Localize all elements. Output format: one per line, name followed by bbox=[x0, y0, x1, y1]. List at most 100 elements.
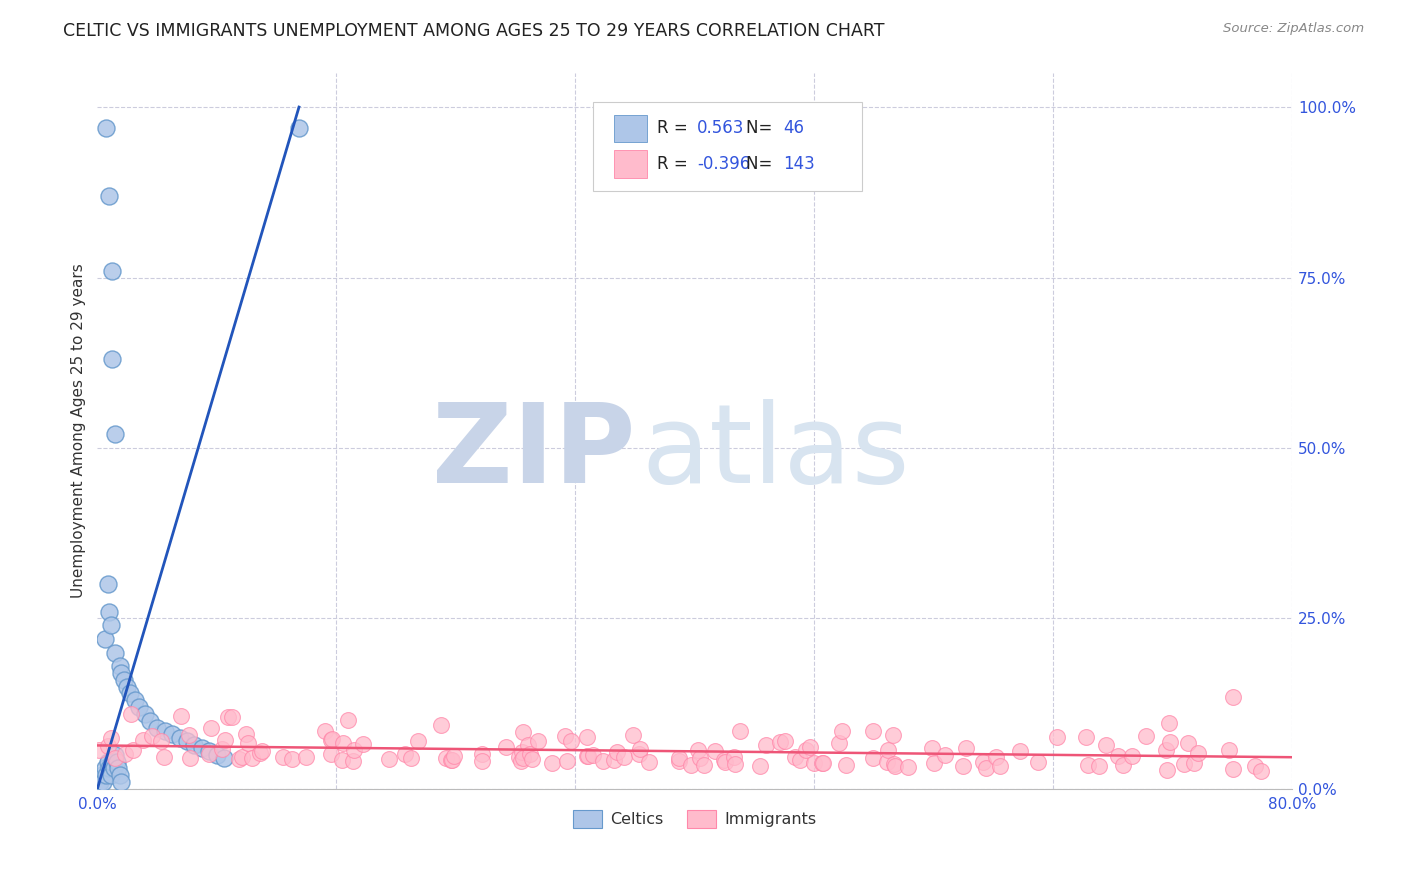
Text: N=: N= bbox=[747, 120, 778, 137]
Point bbox=[828, 735, 851, 749]
Point bbox=[104, 427, 127, 442]
Point bbox=[592, 754, 614, 768]
Text: Source: ZipAtlas.com: Source: ZipAtlas.com bbox=[1223, 22, 1364, 36]
Point bbox=[337, 713, 360, 727]
Point bbox=[582, 748, 605, 763]
Point bbox=[755, 738, 778, 752]
Point bbox=[228, 752, 250, 766]
Point bbox=[668, 754, 690, 768]
Point bbox=[1182, 756, 1205, 770]
Point bbox=[217, 710, 239, 724]
Point bbox=[638, 755, 661, 769]
Point bbox=[90, 768, 112, 782]
Point bbox=[495, 740, 517, 755]
Point bbox=[211, 741, 233, 756]
Point bbox=[519, 747, 541, 761]
Point bbox=[882, 728, 904, 742]
Point bbox=[560, 734, 582, 748]
Point bbox=[87, 775, 110, 789]
Point bbox=[179, 751, 201, 765]
Point bbox=[120, 686, 142, 700]
Point bbox=[105, 755, 128, 769]
Point bbox=[803, 756, 825, 770]
Point bbox=[831, 723, 853, 738]
Point bbox=[101, 263, 124, 277]
Point bbox=[434, 751, 457, 765]
Point bbox=[510, 745, 533, 759]
Point bbox=[785, 750, 807, 764]
Point bbox=[120, 706, 142, 721]
Point bbox=[811, 756, 834, 770]
Point bbox=[1218, 742, 1240, 756]
Point bbox=[512, 724, 534, 739]
Point bbox=[613, 749, 636, 764]
Point bbox=[508, 750, 530, 764]
Point bbox=[330, 753, 353, 767]
Point bbox=[152, 750, 174, 764]
Point bbox=[1121, 749, 1143, 764]
Point bbox=[955, 741, 977, 756]
Point bbox=[169, 731, 191, 745]
Point bbox=[883, 756, 905, 771]
Point bbox=[205, 747, 228, 762]
Point bbox=[606, 745, 628, 759]
Point bbox=[100, 768, 122, 782]
Point bbox=[138, 714, 160, 728]
Point bbox=[693, 757, 716, 772]
Point bbox=[110, 775, 132, 789]
Point bbox=[96, 768, 118, 782]
Point bbox=[1159, 735, 1181, 749]
Point bbox=[112, 673, 135, 687]
Point bbox=[100, 731, 122, 745]
Point bbox=[703, 744, 725, 758]
Point bbox=[728, 723, 751, 738]
Point bbox=[952, 758, 974, 772]
Point bbox=[124, 693, 146, 707]
Text: N=: N= bbox=[747, 155, 778, 173]
Point bbox=[688, 743, 710, 757]
Point bbox=[512, 751, 534, 765]
Point bbox=[921, 740, 943, 755]
Point bbox=[97, 577, 120, 591]
Text: -0.396: -0.396 bbox=[697, 155, 751, 173]
Point bbox=[160, 727, 183, 741]
Point bbox=[240, 750, 263, 764]
Point bbox=[249, 746, 271, 760]
Point bbox=[794, 742, 817, 756]
Point bbox=[628, 747, 651, 762]
Point bbox=[235, 726, 257, 740]
Point bbox=[115, 680, 138, 694]
FancyBboxPatch shape bbox=[593, 102, 862, 191]
Point bbox=[214, 733, 236, 747]
Text: CELTIC VS IMMIGRANTS UNEMPLOYMENT AMONG AGES 25 TO 29 YEARS CORRELATION CHART: CELTIC VS IMMIGRANTS UNEMPLOYMENT AMONG … bbox=[63, 22, 884, 40]
Point bbox=[281, 752, 304, 766]
Point bbox=[1222, 763, 1244, 777]
Point bbox=[723, 749, 745, 764]
Point bbox=[984, 750, 1007, 764]
Point bbox=[789, 753, 811, 767]
Point bbox=[555, 754, 578, 768]
Point bbox=[98, 188, 121, 202]
Point bbox=[332, 736, 354, 750]
Point bbox=[377, 752, 399, 766]
Point bbox=[974, 761, 997, 775]
Point bbox=[897, 760, 920, 774]
Point bbox=[198, 744, 221, 758]
Point bbox=[271, 750, 294, 764]
Point bbox=[114, 747, 136, 761]
Point bbox=[314, 723, 336, 738]
Point bbox=[668, 751, 690, 765]
Point bbox=[198, 747, 221, 762]
Text: R =: R = bbox=[657, 120, 693, 137]
Point bbox=[1112, 758, 1135, 772]
Text: 46: 46 bbox=[783, 120, 804, 137]
Point bbox=[628, 742, 651, 756]
Point bbox=[972, 755, 994, 769]
Point bbox=[862, 751, 884, 765]
Point bbox=[876, 742, 898, 756]
Bar bbox=[613, 114, 647, 142]
Point bbox=[101, 352, 124, 367]
Point bbox=[773, 733, 796, 747]
Legend: Celtics, Immigrants: Celtics, Immigrants bbox=[567, 804, 823, 835]
Point bbox=[214, 751, 236, 765]
